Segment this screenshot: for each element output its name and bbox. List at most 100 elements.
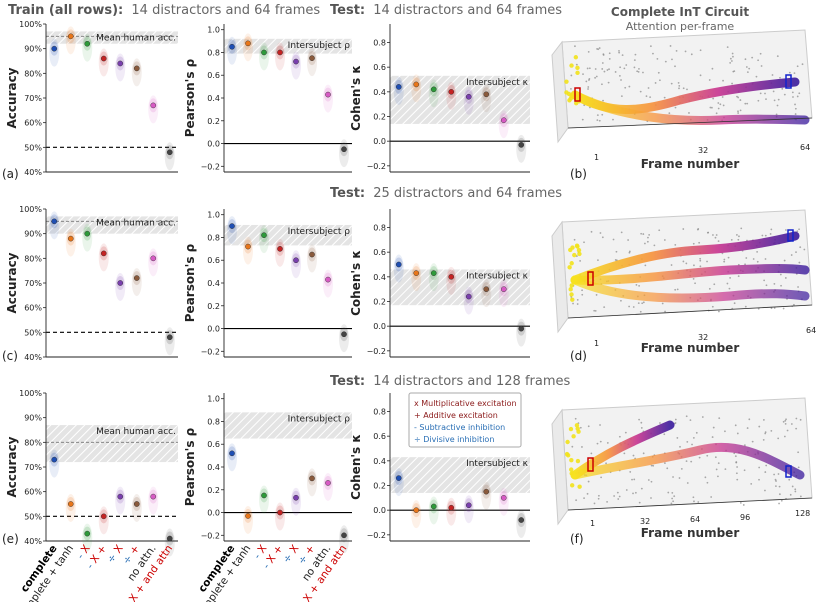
y-tick-label: 90% xyxy=(24,414,42,423)
y-tick-label: 0.6 xyxy=(207,71,220,80)
y-tick-label: 40% xyxy=(24,353,42,362)
pearson-point-1 xyxy=(245,513,251,519)
svg-text:Test: 14 distractors and 6: Test: 14 distractors and 64 frames xyxy=(330,3,562,18)
d-tick-64: 64 xyxy=(806,326,816,335)
y-tick-label: 100% xyxy=(19,20,42,29)
y-tick-label: 40% xyxy=(24,168,42,177)
y-tick-label: 0.2 xyxy=(373,113,386,122)
y-tick-label: 0.8 xyxy=(373,224,386,233)
cohen-point-6 xyxy=(500,117,507,123)
pearson-point-2 xyxy=(261,49,267,56)
acc-point-5 xyxy=(133,65,140,72)
cohen-panel-row3: Intersubject κ −0.2 0.0 0.2 0.4 0.6 0.8 Cohen's… xyxy=(349,393,530,542)
y-tick-label: 1.0 xyxy=(207,26,220,35)
pearson-point-1 xyxy=(245,40,251,47)
cohen-point-7 xyxy=(518,325,525,332)
y-tick-label: −0.2 xyxy=(201,531,220,540)
cohen-point-4 xyxy=(465,502,472,509)
cohen-point-0 xyxy=(395,84,402,90)
y-tick-label: 100% xyxy=(19,205,42,214)
y-tick-label: 90% xyxy=(24,230,42,239)
scatter-plots: Mean human acc. 40% 50% 60% 70% 80% 90% 100% Acc… xyxy=(5,20,530,557)
y-tick-label: 80% xyxy=(24,254,42,263)
pearson-point-6 xyxy=(325,91,331,98)
y-tick-label: 0.4 xyxy=(207,94,220,103)
y-tick-label: −0.2 xyxy=(367,162,386,171)
intersubject-band xyxy=(390,457,530,493)
y-tick-label: 0.6 xyxy=(207,440,220,449)
f-tick-64: 64 xyxy=(690,515,700,524)
intersubject-label: Intersubject κ xyxy=(466,271,529,281)
pearson-point-4 xyxy=(293,58,299,65)
pearson-point-3 xyxy=(277,509,283,516)
acc-point-7 xyxy=(166,535,173,542)
y-axis-label: Accuracy xyxy=(5,436,19,497)
cohen-panel-row1: Intersubject κ −0.2 0.0 0.2 0.4 0.6 0.8 Cohen's… xyxy=(349,24,530,173)
pearson-point-4 xyxy=(293,257,299,264)
pearson-point-0 xyxy=(229,43,235,50)
cohen-point-2 xyxy=(430,86,437,93)
y-axis-label: Pearson's ρ xyxy=(183,58,197,137)
cohen-point-6 xyxy=(500,286,507,292)
y-tick-label: 40% xyxy=(24,537,42,546)
pearson-panel-row2: Intersubject ρ −0.2 0.0 0.2 0.4 0.6 0.8 1.0 Pear… xyxy=(183,209,352,358)
row2-test-bold: Test: xyxy=(330,186,365,201)
b-tick-64: 64 xyxy=(800,143,810,152)
cohen-point-3 xyxy=(448,274,455,280)
acc-point-4 xyxy=(117,60,124,67)
acc-point-0 xyxy=(51,45,58,52)
y-tick-label: −0.2 xyxy=(367,531,386,540)
y-axis-label: Cohen's κ xyxy=(349,434,363,500)
attention-panel-b: Complete InT Circuit Attention per-frame… xyxy=(551,5,813,171)
y-tick-label: 90% xyxy=(24,45,42,54)
cohen-point-1 xyxy=(413,507,420,513)
y-tick-label: 0.0 xyxy=(373,322,386,331)
y-tick-label: 0.6 xyxy=(373,248,386,257)
y-axis-label: Pearson's ρ xyxy=(183,243,197,322)
intersubject-label: Intersubject ρ xyxy=(288,41,351,51)
acc-point-0 xyxy=(51,218,58,225)
cohen-point-5 xyxy=(483,91,490,98)
panel-letter-c: (c) xyxy=(2,349,18,363)
acc-point-3 xyxy=(100,513,107,520)
cohen-point-4 xyxy=(465,293,472,300)
human-label: Mean human acc. xyxy=(96,218,176,228)
row3-test-rest: 14 distractors and 128 frames xyxy=(373,374,570,389)
acc-point-1 xyxy=(67,33,74,40)
acc-point-7 xyxy=(166,149,173,156)
cohen-point-0 xyxy=(395,475,402,481)
cohen-point-3 xyxy=(448,504,455,511)
y-axis-label: Pearson's ρ xyxy=(183,427,197,506)
f-tick-32: 32 xyxy=(640,517,650,526)
y-tick-label: 100% xyxy=(19,389,42,398)
y-tick-label: 0.4 xyxy=(373,88,386,97)
b-tick-1: 1 xyxy=(594,153,599,162)
acc-point-5 xyxy=(133,501,140,507)
cohen-panel-row2: Intersubject κ −0.2 0.0 0.2 0.4 0.6 0.8 Cohen's… xyxy=(349,209,530,358)
human-band xyxy=(46,425,178,463)
y-tick-label: 0.8 xyxy=(207,417,220,426)
y-tick-label: 80% xyxy=(24,69,42,78)
legend-add: + Additive excitation xyxy=(414,411,498,420)
svg-text:Test: 14 distractors and 1: Test: 14 distractors and 128 frames xyxy=(330,374,571,389)
pearson-point-6 xyxy=(325,480,331,486)
panel-letter-b: (b) xyxy=(570,167,587,181)
legend-div: ÷ Divisive inhibition xyxy=(414,435,494,444)
panel-letter-a: (a) xyxy=(2,167,19,181)
cohen-point-1 xyxy=(413,270,420,276)
cohen-point-0 xyxy=(395,261,402,268)
y-tick-label: −0.2 xyxy=(201,162,220,171)
row1-train-rest: 14 distractors and 64 frames xyxy=(131,3,320,18)
f-tick-1: 1 xyxy=(590,519,595,528)
pearson-point-1 xyxy=(245,243,251,250)
acc-point-1 xyxy=(67,501,74,507)
y-tick-label: 0.8 xyxy=(207,233,220,242)
row1-test-rest: 14 distractors and 64 frames xyxy=(373,3,562,18)
y-tick-label: 0.8 xyxy=(207,48,220,57)
b-tick-32: 32 xyxy=(698,146,708,155)
pearson-point-5 xyxy=(309,55,315,61)
y-tick-label: 0.2 xyxy=(207,117,220,126)
y-tick-label: 1.0 xyxy=(207,395,220,404)
acc-point-0 xyxy=(51,456,58,463)
